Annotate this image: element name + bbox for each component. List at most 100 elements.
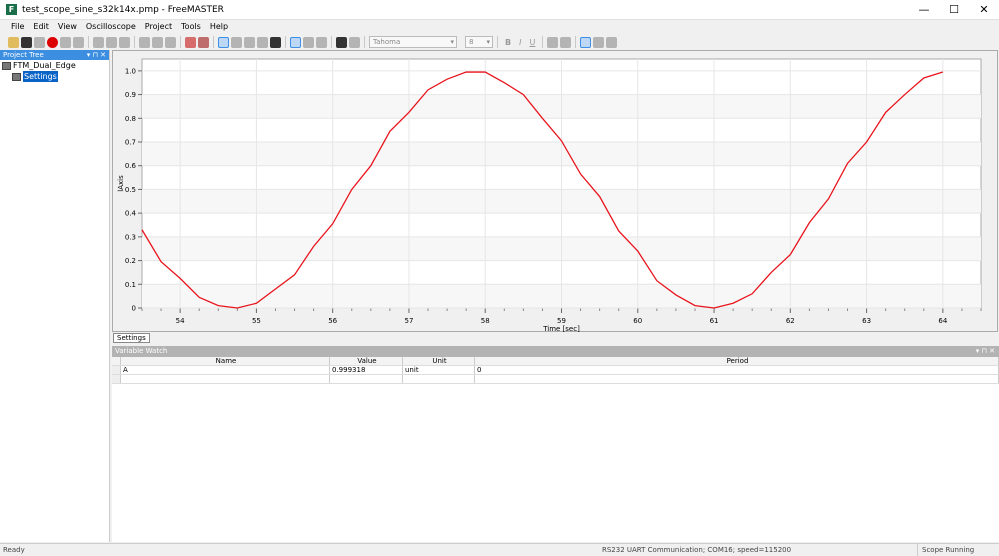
panel-controls[interactable]: ▾ ⊓ ✕ — [86, 51, 106, 59]
menu-file[interactable]: File — [11, 22, 25, 31]
zoom-undo-icon[interactable] — [244, 36, 255, 48]
series-line — [141, 71, 944, 309]
menu-bar: File Edit View Oscilloscope Project Tool… — [0, 20, 999, 33]
table-row[interactable]: A 0.999318 unit 0 — [112, 366, 999, 375]
minimize-button[interactable]: — — [918, 3, 930, 16]
title-bar: F test_scope_sine_s32k14x.pmp - FreeMAST… — [0, 0, 999, 20]
x-tick-label: 62 — [786, 317, 795, 325]
menu-tools[interactable]: Tools — [181, 22, 201, 31]
save-icon[interactable] — [21, 36, 32, 48]
y-tick-label: 0.5 — [125, 186, 136, 194]
variable-watch-panel: Variable Watch ▾ ⊓ ✕ Name Value Unit Peri… — [112, 346, 999, 542]
col-value[interactable]: Value — [330, 357, 403, 365]
copy-icon[interactable] — [93, 36, 104, 48]
x-tick-label: 58 — [481, 317, 490, 325]
y-tick-label: 0.7 — [125, 139, 136, 147]
col-period[interactable]: Period — [475, 357, 999, 365]
status-scope: Scope Running — [917, 544, 974, 556]
oscilloscope-chart[interactable]: 54 55 56 57 58 59 60 61 62 63 64 0 0.1 0.2 0.3 0.4 0.5 0.… — [112, 50, 998, 333]
menu-project[interactable]: Project — [144, 22, 173, 31]
status-bar: Ready RS232 UART Communication; COM16; s… — [0, 543, 999, 556]
down-icon[interactable] — [316, 36, 327, 48]
project-icon — [2, 61, 11, 70]
y-tick-label: 0.6 — [125, 162, 137, 170]
stop-icon[interactable] — [47, 36, 58, 48]
close-button[interactable]: ✕ — [979, 3, 989, 16]
tree-settings-label: Settings — [23, 71, 58, 82]
align-left-icon[interactable] — [580, 36, 592, 48]
scope-icon[interactable] — [198, 36, 209, 48]
x-tick-label: 60 — [633, 317, 642, 325]
scope-icon — [12, 72, 21, 81]
y-tick-label: 0.2 — [125, 257, 136, 265]
project-tree-panel: Project Tree ▾ ⊓ ✕ FTM_Dual_Edge Settings — [0, 50, 110, 542]
up-icon[interactable] — [303, 36, 314, 48]
export-icon[interactable] — [270, 36, 281, 48]
y-tick-label: 0.3 — [125, 233, 136, 241]
x-axis-label: Time [sec] — [542, 325, 580, 333]
tab-settings[interactable]: Settings — [113, 333, 150, 343]
start-icon[interactable] — [34, 36, 45, 48]
help-icon[interactable] — [349, 36, 360, 48]
x-tick-label: 61 — [710, 317, 719, 325]
page-icon[interactable] — [165, 36, 176, 48]
menu-view[interactable]: View — [57, 22, 77, 31]
y-tick-label: 0.8 — [125, 115, 136, 123]
bold-button[interactable]: B — [505, 37, 512, 47]
underline-button[interactable]: U — [529, 37, 536, 47]
zoom-icon[interactable] — [218, 36, 229, 48]
variable-watch-title: Variable Watch — [115, 347, 168, 355]
toolbar: Tahoma 8 B I U — [0, 34, 999, 50]
y-tick-label: 0.4 — [125, 210, 137, 218]
connect-icon[interactable] — [60, 36, 71, 48]
freemaster-app-icon: F — [6, 4, 17, 15]
col-unit[interactable]: Unit — [403, 357, 475, 365]
window-title: test_scope_sine_s32k14x.pmp - FreeMASTER — [22, 4, 224, 15]
align-right-icon[interactable] — [606, 36, 618, 48]
forward-icon[interactable] — [152, 36, 163, 48]
y-tick-label: 0 — [132, 305, 136, 313]
cursor-icon[interactable] — [290, 36, 301, 48]
menu-help[interactable]: Help — [209, 22, 229, 31]
align-center-icon[interactable] — [593, 36, 605, 48]
tree-item-settings[interactable]: Settings — [0, 71, 109, 82]
cell-name: A — [121, 366, 330, 374]
menu-oscilloscope[interactable]: Oscilloscope — [85, 22, 136, 31]
x-tick-label: 56 — [328, 317, 337, 325]
x-tick-label: 64 — [938, 317, 947, 325]
tree-item-root[interactable]: FTM_Dual_Edge — [0, 60, 109, 71]
x-tick-label: 55 — [252, 317, 261, 325]
maximize-button[interactable]: ☐ — [949, 3, 959, 16]
y-axis-label: lAxis — [117, 175, 125, 192]
zoom-fit-icon[interactable] — [257, 36, 268, 48]
panel-controls[interactable]: ▾ ⊓ ✕ — [975, 347, 995, 355]
font-select[interactable]: Tahoma — [369, 36, 457, 48]
chart-svg: 54 55 56 57 58 59 60 61 62 63 64 0 0.1 0.2 0.3 0.4 0.5 0.… — [117, 58, 982, 333]
x-tick-label: 59 — [557, 317, 566, 325]
x-tick-label: 63 — [862, 317, 871, 325]
italic-button[interactable]: I — [519, 37, 522, 47]
y-tick-label: 1.0 — [125, 67, 136, 75]
zoom-in-icon[interactable] — [231, 36, 242, 48]
menu-edit[interactable]: Edit — [33, 22, 49, 31]
table-header: Name Value Unit Period — [112, 357, 999, 366]
link-icon[interactable] — [547, 36, 559, 48]
variable-icon[interactable] — [185, 36, 196, 48]
x-tick-label: 54 — [176, 317, 185, 325]
print-icon[interactable] — [119, 36, 130, 48]
cell-value: 0.999318 — [330, 366, 403, 374]
unlink-icon[interactable] — [560, 36, 572, 48]
properties-icon[interactable] — [336, 36, 347, 48]
status-connection: RS232 UART Communication; COM16; speed=1… — [602, 546, 792, 554]
open-icon[interactable] — [8, 36, 19, 48]
table-row-empty[interactable] — [112, 375, 999, 384]
options-icon[interactable] — [73, 36, 84, 48]
paste-icon[interactable] — [106, 36, 117, 48]
back-icon[interactable] — [139, 36, 150, 48]
cell-period: 0 — [475, 366, 999, 374]
watch-table: Name Value Unit Period A 0.999318 unit 0 — [112, 357, 999, 384]
project-tree-title: Project Tree — [3, 51, 44, 59]
x-tick-label: 57 — [404, 317, 413, 325]
col-name[interactable]: Name — [121, 357, 330, 365]
font-size-select[interactable]: 8 — [465, 36, 493, 48]
